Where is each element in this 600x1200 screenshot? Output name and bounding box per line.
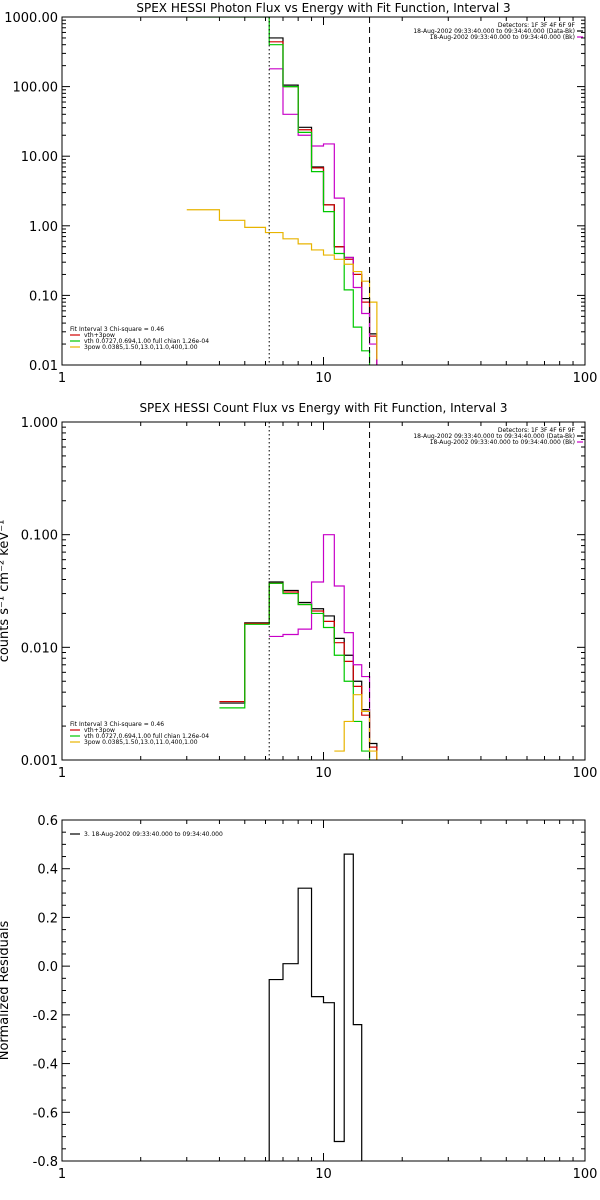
series-vth-line: [186, 17, 371, 365]
legend-entry: vth+3pow: [84, 727, 115, 734]
x-tick-label: 1: [58, 1167, 66, 1182]
legend-entry: 18-Aug-2002 09:33:40.000 to 09:34:40.000…: [413, 28, 575, 35]
legend-entry: Detectors: 1F 3F 4F 6F 9F: [498, 22, 576, 29]
legend-entry: 18-Aug-2002 09:33:40.000 to 09:34:40.000…: [430, 34, 575, 41]
y-tick-label: 0.4: [37, 863, 58, 878]
legend-entry: vth+3pow: [84, 332, 115, 339]
y-tick-label: 100.00: [13, 81, 59, 96]
legend-entry: 18-Aug-2002 09:33:40.000 to 09:34:40.000…: [413, 433, 575, 440]
legend-entry: vth 0.0727,0.694,1.00 full chian 1.26e-0…: [84, 733, 209, 740]
y-tick-label: -0.6: [33, 1106, 58, 1121]
y-tick-label: 1.000: [21, 416, 58, 431]
series-3pow-line: [334, 694, 378, 760]
y-tick-label: 0.010: [21, 641, 58, 656]
axes-frame: [61, 421, 586, 761]
y-tick-label: -0.8: [33, 1155, 58, 1170]
y-tick-label: 0.6: [37, 814, 58, 829]
x-tick-label: 100: [573, 371, 598, 386]
y-tick-label: 0.2: [37, 911, 58, 926]
series-bk-line: [269, 534, 371, 738]
legend-entry: 18-Aug-2002 09:33:40.000 to 09:34:40.000…: [430, 439, 575, 446]
x-tick-label: 10: [315, 371, 332, 386]
plot-area: [268, 853, 363, 1161]
x-tick-label: 10: [315, 1167, 332, 1182]
x-tick-label: 100: [573, 766, 598, 781]
chart-title: SPEX HESSI Photon Flux vs Energy with Fi…: [136, 1, 510, 15]
legend-entry: 3pow 0.0385,1.50,13.0,11.0,400,1.00: [84, 344, 198, 351]
x-tick-label: 1: [58, 371, 66, 386]
y-tick-label: 1000.00: [4, 11, 58, 26]
count-flux-panel: SPEX HESSI Count Flux vs Energy with Fit…: [0, 401, 597, 781]
series-3pow-line: [186, 209, 378, 360]
plot-area: [186, 17, 378, 365]
legend-entry: 3pow 0.0385,1.50,13.0,11.0,400,1.00: [84, 739, 198, 746]
legend-entry: Detectors: 1F 3F 4F 6F 9F: [498, 427, 576, 434]
y-axis-label: counts s⁻¹ cm⁻² keV⁻¹: [0, 520, 12, 663]
series-residuals-line: [268, 853, 363, 1161]
y-axis-label: Normalized Residuals: [0, 921, 12, 1061]
series-vth-line: [219, 582, 371, 760]
residuals-panel: 1 10 100 -0.8 -0.6 -0.4 -0.2 0.0 0.2 0.4 0.6 Normal…: [0, 814, 597, 1182]
y-tick-label: -0.4: [33, 1058, 58, 1073]
axes-frame: [61, 819, 586, 1162]
x-tick-label: 10: [315, 766, 332, 781]
legend-entry: Fit Interval 3 Chi-square = 0.46: [70, 721, 164, 728]
chart-title: SPEX HESSI Count Flux vs Energy with Fit…: [139, 401, 507, 415]
plot-area: [219, 422, 378, 760]
legend-entry: 3. 18-Aug-2002 09:33:40.000 to 09:34:40.…: [84, 831, 223, 838]
y-tick-label: 0.10: [29, 289, 58, 304]
legend-entry: vth 0.0727,0.694,1.00 full chian 1.26e-0…: [84, 338, 209, 345]
y-tick-label: 10.00: [21, 150, 58, 165]
legend-entry: Fit Interval 3 Chi-square = 0.46: [70, 326, 164, 333]
y-tick-label: 0.01: [29, 359, 58, 374]
y-tick-label: 0.0: [37, 960, 58, 975]
y-tick-label: 0.001: [21, 754, 58, 769]
x-tick-label: 100: [573, 1167, 598, 1182]
y-tick-label: 1.00: [29, 220, 58, 235]
series-bk-line: [269, 68, 378, 365]
series-vth-3pow-line: [219, 582, 378, 760]
x-tick-label: 1: [58, 766, 66, 781]
photon-flux-panel: SPEX HESSI Photon Flux vs Energy with Fi…: [4, 1, 597, 386]
y-tick-label: 0.100: [21, 529, 58, 544]
y-tick-label: -0.2: [33, 1009, 58, 1024]
